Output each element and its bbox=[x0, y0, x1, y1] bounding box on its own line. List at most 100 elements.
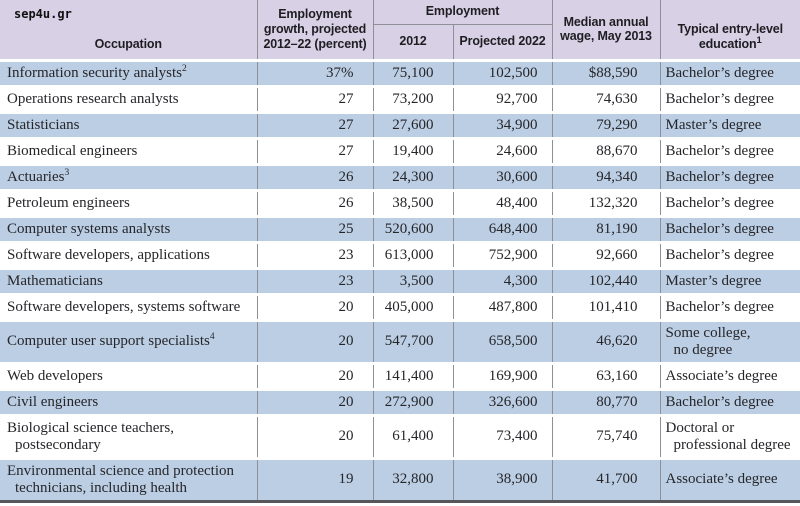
education-cell: Doctoral or professional degree bbox=[659, 413, 800, 458]
employment-2012-cell: 520,600 bbox=[372, 214, 453, 242]
cell-line: Bachelor’s degree bbox=[665, 246, 774, 263]
header-employment-growth: Employment growth, projected 2012–22 (pe… bbox=[256, 0, 373, 60]
employment-2012-cell: 272,900 bbox=[372, 387, 453, 415]
employment-2012-cell: 27,600 bbox=[372, 110, 453, 138]
footnote-sup: 2 bbox=[181, 63, 187, 74]
wage-cell: 92,660 bbox=[551, 240, 661, 268]
cell-line: Mathematicians bbox=[7, 272, 103, 289]
education-cell: Bachelor’s degree bbox=[659, 240, 800, 268]
cell-line: Biological science teachers, bbox=[7, 419, 175, 436]
cell-line: Some college, bbox=[665, 324, 751, 341]
table-row: Computer user support specialists4 20 547,… bbox=[0, 318, 800, 363]
table-row: Web developers 20 141,400 169,900 63,160 Asso… bbox=[0, 361, 800, 389]
cell-line: Bachelor’s degree bbox=[665, 298, 774, 315]
wage-cell: 63,160 bbox=[551, 361, 661, 389]
education-cell: Some college, no degree bbox=[659, 318, 800, 363]
employment-2012-cell: 19,400 bbox=[372, 136, 453, 164]
cell-line: Master’s degree bbox=[665, 272, 762, 289]
employment-2022-cell: 648,400 bbox=[452, 214, 553, 242]
cell-line: Associate’s degree bbox=[665, 471, 778, 487]
education-cell: Bachelor’s degree bbox=[659, 387, 800, 415]
wage-cell: 132,320 bbox=[551, 188, 661, 216]
employment-2012-cell: 141,400 bbox=[372, 361, 453, 389]
wage-cell: 88,670 bbox=[551, 136, 661, 164]
table-row: Mathematicians 23 3,500 4,300 102,440 Master’… bbox=[0, 266, 800, 294]
cell-line: Software developers, systems software bbox=[7, 298, 241, 315]
table-row: Computer systems analysts 25 520,600 648,40… bbox=[0, 214, 800, 242]
cell-line: Biomedical engineers bbox=[7, 142, 138, 159]
employment-2012-cell: 73,200 bbox=[372, 84, 453, 112]
employment-2022-cell: 102,500 bbox=[452, 58, 553, 86]
occupation-cell: Actuaries3 bbox=[0, 162, 257, 190]
cell-line: Master’s degree bbox=[665, 116, 762, 133]
occupation-cell: Information security analysts2 bbox=[0, 58, 257, 86]
cell-line: Bachelor’s degree bbox=[665, 220, 774, 237]
table-row: Biological science teachers, postsecondar… bbox=[0, 413, 800, 458]
header-education-footnote-sup: 1 bbox=[756, 34, 762, 46]
education-cell: Bachelor’s degree bbox=[659, 58, 800, 86]
occupation-cell: Computer systems analysts bbox=[0, 214, 257, 242]
table-row: Biomedical engineers 27 19,400 24,600 88,670… bbox=[0, 136, 800, 164]
wage-cell: $88,590 bbox=[551, 58, 661, 86]
occupation-cell: Mathematicians bbox=[0, 266, 257, 294]
cell-line: Petroleum engineers bbox=[7, 194, 130, 211]
cell-line: Doctoral or bbox=[665, 419, 735, 436]
footnote-sup: 4 bbox=[209, 332, 215, 342]
education-cell: Bachelor’s degree bbox=[659, 214, 800, 242]
wage-cell: 94,340 bbox=[551, 162, 661, 190]
growth-cell: 23 bbox=[256, 240, 373, 268]
growth-cell: 19 bbox=[256, 456, 373, 503]
employment-2012-cell: 24,300 bbox=[372, 162, 453, 190]
cell-line: Bachelor’s degree bbox=[665, 168, 774, 185]
occupation-cell: Biological science teachers, postsecondar… bbox=[0, 413, 257, 458]
occupation-cell: Software developers, applications bbox=[0, 240, 257, 268]
wage-cell: 102,440 bbox=[551, 266, 661, 294]
occupation-cell: Computer user support specialists4 bbox=[0, 318, 257, 363]
cell-line: Actuaries3 bbox=[7, 167, 70, 185]
cell-line: postsecondary bbox=[15, 436, 101, 453]
growth-cell: 26 bbox=[256, 188, 373, 216]
education-cell: Associate’s degree bbox=[659, 456, 800, 503]
cell-line: Bachelor’s degree bbox=[665, 90, 774, 107]
cell-line: Environmental science and protection bbox=[7, 462, 234, 479]
education-cell: Master’s degree bbox=[659, 110, 800, 138]
header-employment-group: Employment bbox=[372, 0, 553, 25]
cell-line: Computer systems analysts bbox=[7, 220, 171, 237]
table-row: Software developers, applications 23 613,0… bbox=[0, 240, 800, 268]
cell-line: no degree bbox=[673, 341, 733, 358]
cell-line: Associate’s degree bbox=[665, 367, 778, 384]
occupation-cell: Statisticians bbox=[0, 110, 257, 138]
table-row: Information security analysts2 37% 75,100 1… bbox=[0, 58, 800, 86]
growth-cell: 20 bbox=[256, 387, 373, 415]
wage-cell: 41,700 bbox=[551, 456, 661, 503]
table-row: Statisticians 27 27,600 34,900 79,290 Master’… bbox=[0, 110, 800, 138]
table-header: sep4u.gr Occupation Employment growth, p… bbox=[0, 0, 800, 60]
growth-cell: 20 bbox=[256, 361, 373, 389]
employment-2012-cell: 32,800 bbox=[372, 456, 453, 503]
table-row: Actuaries3 26 24,300 30,600 94,340 Bachelor’s… bbox=[0, 162, 800, 190]
employment-2012-cell: 613,000 bbox=[372, 240, 453, 268]
cell-line: Bachelor’s degree bbox=[665, 142, 774, 159]
header-education-label: Typical entry-level education bbox=[677, 21, 783, 51]
education-cell: Master’s degree bbox=[659, 266, 800, 294]
table-row: Petroleum engineers 26 38,500 48,400 132,320… bbox=[0, 188, 800, 216]
cell-line: Information security analysts2 bbox=[7, 63, 187, 81]
employment-2022-cell: 4,300 bbox=[452, 266, 553, 294]
education-cell: Bachelor’s degree bbox=[659, 292, 800, 320]
employment-2012-cell: 61,400 bbox=[372, 413, 453, 458]
header-occupation-label: Occupation bbox=[94, 36, 162, 51]
table-row: Civil engineers 20 272,900 326,600 80,770 Bac… bbox=[0, 387, 800, 415]
employment-2012-cell: 3,500 bbox=[372, 266, 453, 294]
cell-line: Statisticians bbox=[7, 116, 80, 133]
growth-cell: 26 bbox=[256, 162, 373, 190]
growth-cell: 25 bbox=[256, 214, 373, 242]
cell-line: Web developers bbox=[7, 367, 103, 384]
wage-cell: 80,770 bbox=[551, 387, 661, 415]
header-median-wage: Median annual wage, May 2013 bbox=[551, 0, 661, 60]
footnote-sup: 3 bbox=[64, 167, 70, 178]
growth-cell: 20 bbox=[256, 292, 373, 320]
cell-line: Bachelor’s degree bbox=[665, 194, 774, 211]
header-occupation: sep4u.gr Occupation bbox=[0, 0, 257, 60]
